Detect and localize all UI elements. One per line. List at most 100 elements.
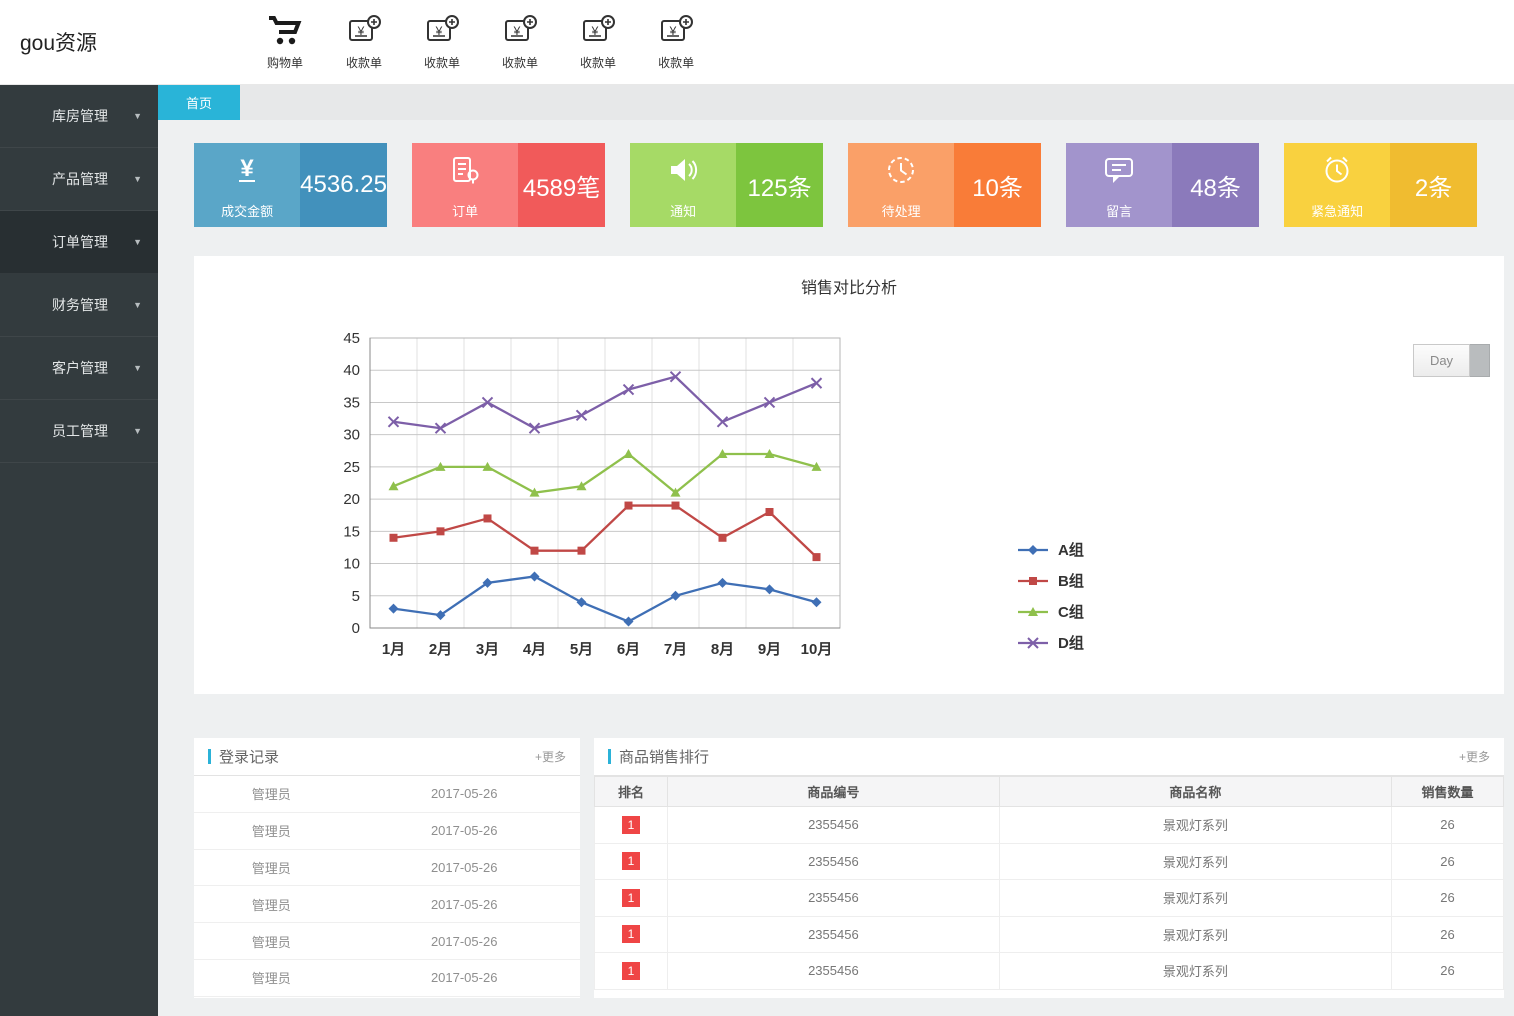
sidebar-item-5[interactable]: 客户管理 ▼ — [0, 337, 158, 400]
stat-card-2[interactable]: 订单 4589笔 — [412, 143, 605, 227]
rank-badge: 1 — [622, 888, 640, 907]
login-date: 2017-05-26 — [430, 933, 498, 949]
svg-text:¥: ¥ — [357, 24, 365, 38]
svg-text:15: 15 — [343, 523, 360, 540]
sales-col-header: 排名 — [594, 776, 668, 807]
sidebar-item-4[interactable]: 财务管理 ▼ — [0, 274, 158, 337]
svg-text:7月: 7月 — [664, 641, 687, 658]
stat-card-label: 留言 — [1106, 204, 1133, 219]
stat-card-value: 48条 — [1172, 143, 1259, 227]
login-row: 管理员 2017-05-26 — [194, 923, 580, 960]
code-cell: 2355456 — [667, 952, 1000, 990]
topbar-item-receipt-2[interactable]: ¥ 收款单 — [424, 14, 460, 71]
sidebar-item-label: 产品管理 — [52, 171, 108, 187]
stat-card-label: 订单 — [452, 204, 479, 219]
topbar-item-receipt-1[interactable]: ¥ 收款单 — [346, 14, 382, 71]
sidebar-item-1[interactable]: 库房管理 ▼ — [0, 85, 158, 148]
stat-card-5[interactable]: 留言 48条 — [1066, 143, 1259, 227]
accent-bar — [208, 749, 211, 764]
sidebar-item-2[interactable]: 产品管理 ▼ — [0, 148, 158, 211]
rank-badge: 1 — [622, 925, 640, 944]
svg-text:¥: ¥ — [669, 24, 677, 38]
topbar-item-label: 收款单 — [658, 55, 695, 70]
sales-more-link[interactable]: +更多 — [1458, 750, 1490, 764]
topbar-item-cart[interactable]: 购物单 — [266, 14, 304, 71]
svg-text:0: 0 — [352, 620, 360, 637]
tabbar: 首页 — [158, 85, 1514, 120]
qty-cell: 26 — [1391, 806, 1504, 844]
stat-card-left: 留言 — [1066, 143, 1173, 227]
receipt-icon: ¥ — [346, 14, 382, 51]
sales-chart-svg: 0 5 10 15 20 25 30 35 40 45 1月 2月 3月 4月 5月 6月 7月 8月 9月 10月 A… — [343, 330, 1084, 658]
login-row: 管理员 2017-05-26 — [194, 850, 580, 887]
chevron-down-icon: ▼ — [133, 426, 142, 436]
rank-cell: 1 — [594, 842, 668, 880]
sidebar-item-label: 客户管理 — [52, 360, 108, 376]
stat-card-6[interactable]: 紧急通知 2条 — [1284, 143, 1477, 227]
login-panel: 登录记录 +更多 管理员 2017-05-26 管理员 2017-05-26 管理员 20… — [194, 738, 580, 998]
stat-card-value: 10条 — [954, 143, 1041, 227]
day-button-group: Day — [1413, 344, 1490, 377]
sidebar-item-3[interactable]: 订单管理 ▼ — [0, 211, 158, 274]
code-cell: 2355456 — [667, 915, 1000, 953]
login-user: 管理员 — [251, 860, 291, 876]
login-date: 2017-05-26 — [430, 859, 498, 875]
svg-text:A组: A组 — [1058, 541, 1084, 559]
cart-icon — [266, 14, 304, 51]
sales-panel-header: 商品销售排行 +更多 — [594, 738, 1504, 776]
stat-card-value: 125条 — [736, 143, 823, 227]
svg-text:2月: 2月 — [429, 641, 452, 658]
svg-text:45: 45 — [343, 330, 360, 347]
tab-home[interactable]: 首页 — [158, 85, 240, 120]
svg-text:35: 35 — [343, 394, 360, 411]
login-panel-header: 登录记录 +更多 — [194, 738, 580, 776]
stat-card-left: 通知 — [630, 143, 737, 227]
sales-table: 排名 商品编号 商品名称 销售数量 1 2355456 景观灯系列 26 1 2355456 景观… — [594, 776, 1504, 990]
login-user: 管理员 — [251, 824, 291, 840]
login-date: 2017-05-26 — [430, 896, 498, 912]
table-row: 1 2355456 景观灯系列 26 — [594, 842, 1504, 880]
bottom-row: 登录记录 +更多 管理员 2017-05-26 管理员 2017-05-26 管理员 20… — [194, 738, 1504, 998]
table-row: 1 2355456 景观灯系列 26 — [594, 915, 1504, 953]
sales-table-head-row: 排名 商品编号 商品名称 销售数量 — [594, 776, 1504, 807]
qty-cell: 26 — [1391, 952, 1504, 990]
svg-text:30: 30 — [343, 427, 360, 444]
stat-card-1[interactable]: ¥ 成交金额 4536.25 — [194, 143, 387, 227]
day-button[interactable]: Day — [1413, 344, 1470, 377]
rank-cell: 1 — [594, 806, 668, 844]
day-button-handle[interactable] — [1470, 344, 1490, 377]
stat-card-value: 4589笔 — [518, 143, 605, 227]
chevron-down-icon: ▼ — [133, 111, 142, 121]
stat-card-left: 订单 — [412, 143, 519, 227]
code-cell: 2355456 — [667, 879, 1000, 917]
svg-text:8月: 8月 — [711, 641, 734, 658]
svg-text:1月: 1月 — [382, 641, 405, 658]
sidebar-item-label: 员工管理 — [52, 423, 108, 439]
login-date: 2017-05-26 — [430, 786, 498, 802]
receipt-icon: ¥ — [502, 14, 538, 51]
login-user: 管理员 — [251, 934, 291, 950]
svg-text:¥: ¥ — [513, 24, 521, 38]
sidebar-item-6[interactable]: 员工管理 ▼ — [0, 400, 158, 463]
topbar-item-receipt-3[interactable]: ¥ 收款单 — [502, 14, 538, 71]
stat-card-label: 待处理 — [881, 204, 921, 219]
order-icon — [449, 153, 481, 187]
svg-text:C组: C组 — [1058, 603, 1084, 621]
topbar-item-receipt-5[interactable]: ¥ 收款单 — [658, 14, 694, 71]
svg-text:5月: 5月 — [570, 641, 593, 658]
topbar-item-label: 购物单 — [266, 55, 303, 70]
stat-card-3[interactable]: 通知 125条 — [630, 143, 823, 227]
stat-card-left: 紧急通知 — [1284, 143, 1391, 227]
login-date: 2017-05-26 — [430, 970, 498, 986]
stat-card-value: 2条 — [1390, 143, 1477, 227]
rank-cell: 1 — [594, 879, 668, 917]
code-cell: 2355456 — [667, 842, 1000, 880]
stat-card-4[interactable]: 待处理 10条 — [848, 143, 1041, 227]
svg-text:D组: D组 — [1058, 634, 1084, 652]
topbar-item-receipt-4[interactable]: ¥ 收款单 — [580, 14, 616, 71]
qty-cell: 26 — [1391, 842, 1504, 880]
sidebar: 库房管理 ▼ 产品管理 ▼ 订单管理 ▼ 财务管理 ▼ 客户管理 ▼ 员工管理 ▼ — [0, 85, 158, 1016]
chevron-down-icon: ▼ — [133, 174, 142, 184]
clock-icon — [885, 153, 917, 187]
login-more-link[interactable]: +更多 — [534, 750, 566, 764]
